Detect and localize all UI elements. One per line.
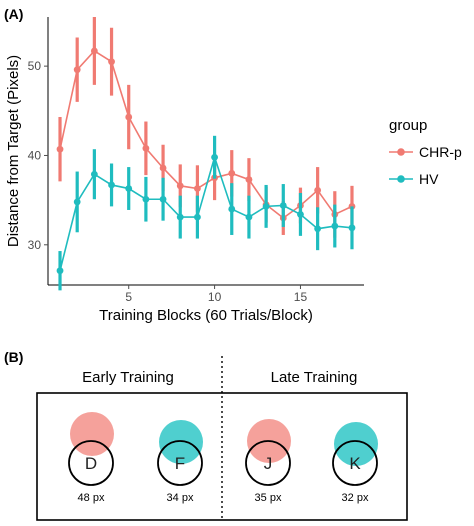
x-axis-ticks: 5 10 15 [125, 285, 307, 304]
data-point [108, 181, 115, 189]
data-point [56, 145, 64, 153]
target-letter: K [349, 454, 361, 473]
target-j: J 35 px [245, 419, 291, 504]
data-point [90, 47, 98, 55]
target-value-label: 34 px [167, 492, 194, 504]
legend-label-hv: HV [419, 171, 439, 187]
data-point [194, 185, 201, 192]
data-point [194, 213, 201, 221]
data-point [56, 267, 64, 275]
y-axis-title: Distance from Target (Pixels) [5, 55, 22, 247]
cursor-fill-teal [334, 422, 378, 466]
target-value-label: 35 px [255, 492, 282, 504]
target-circle [332, 440, 378, 486]
target-circle [68, 440, 114, 486]
data-point [245, 213, 253, 221]
y-axis-ticks: 30 40 50 [28, 59, 48, 252]
data-point [331, 222, 339, 230]
data-point [348, 224, 356, 232]
data-point [125, 113, 133, 121]
data-point [125, 185, 133, 192]
data-point [297, 211, 304, 218]
data-point [176, 182, 184, 190]
target-value-label: 48 px [78, 492, 105, 504]
data-point [211, 153, 218, 161]
legend: group CHR-p HV [389, 117, 462, 187]
legend-key-dot [397, 175, 405, 183]
data-point [262, 202, 270, 210]
data-point [279, 202, 287, 209]
legend-item-hv: HV [389, 171, 439, 187]
data-point [314, 225, 322, 233]
late-training-heading: Late Training [271, 369, 358, 386]
data-point [73, 198, 81, 206]
y-tick-label: 40 [28, 148, 42, 162]
target-k: K 32 px [332, 422, 378, 504]
data-point [314, 186, 322, 194]
data-point [245, 176, 253, 183]
diagram-frame [36, 392, 408, 521]
legend-key-dot [397, 148, 405, 156]
panel-b-label: (B) [4, 349, 23, 365]
x-tick-label: 10 [208, 290, 222, 304]
x-tick-label: 15 [294, 290, 308, 304]
data-point [228, 169, 236, 177]
legend-item-chr-p: CHR-p [389, 144, 462, 160]
series-hv [56, 135, 356, 291]
cursor-fill-teal [159, 420, 203, 464]
early-training-heading: Early Training [82, 369, 174, 386]
x-tick-label: 5 [125, 290, 132, 304]
data-point [90, 170, 98, 178]
data-point [142, 144, 150, 152]
data-point [159, 195, 167, 203]
plot-panel [48, 17, 364, 285]
data-point [73, 66, 81, 74]
data-point [142, 195, 150, 203]
target-circle [157, 440, 203, 486]
target-d: D 48 px [68, 412, 114, 504]
y-tick-label: 30 [28, 238, 42, 252]
y-tick-label: 50 [28, 59, 42, 73]
series-layer [56, 17, 356, 291]
target-letter: F [175, 454, 185, 473]
target-f: F 34 px [157, 420, 203, 504]
data-point [108, 58, 115, 66]
x-axis-title: Training Blocks (60 Trials/Block) [99, 307, 313, 324]
data-point [176, 213, 184, 221]
data-point [159, 164, 167, 172]
target-diagram: Early Training Late Training D 48 px F 3… [36, 356, 408, 521]
data-point [228, 205, 236, 213]
target-letter: D [85, 454, 97, 473]
target-letter: J [264, 454, 273, 473]
panel-a-label: (A) [4, 6, 23, 22]
target-circle [245, 440, 291, 486]
legend-label-chr-p: CHR-p [419, 144, 462, 160]
legend-title: group [389, 117, 427, 134]
target-value-label: 32 px [342, 492, 369, 504]
line-chart: 30 40 50 5 10 15 Training Blocks (60 Trials/… [5, 17, 364, 324]
